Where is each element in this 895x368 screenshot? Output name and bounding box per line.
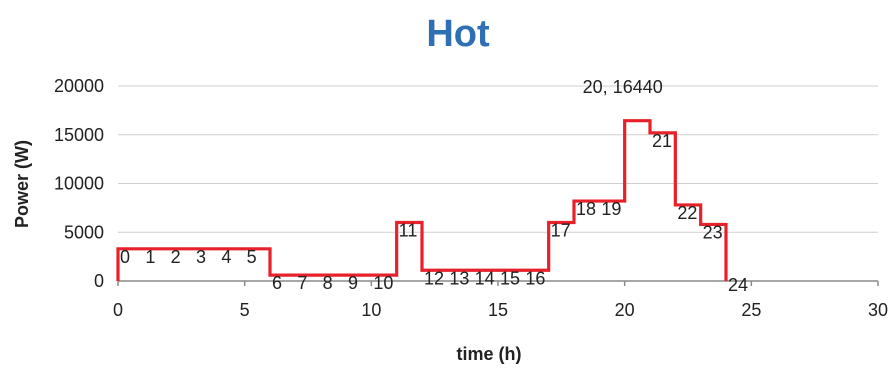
data-label-20: 20, 16440	[583, 77, 663, 97]
x-tick-label: 20	[615, 300, 635, 320]
x-tick-label: 30	[868, 300, 888, 320]
y-tick-label: 0	[94, 271, 104, 291]
data-label-3: 3	[196, 247, 206, 267]
data-label-18: 18	[576, 199, 596, 219]
data-label-14: 14	[475, 268, 495, 288]
data-label-24: 24	[728, 275, 748, 295]
x-tick-label: 0	[113, 300, 123, 320]
data-label-2: 2	[171, 247, 181, 267]
data-label-23: 23	[703, 222, 723, 242]
data-label-19: 19	[601, 199, 621, 219]
grid-layer	[118, 85, 878, 233]
data-label-1: 1	[145, 247, 155, 267]
data-label-17: 17	[551, 221, 571, 241]
x-tick-label: 25	[741, 300, 761, 320]
data-label-15: 15	[500, 268, 520, 288]
x-tick-label: 5	[240, 300, 250, 320]
x-tick-label: 10	[361, 300, 381, 320]
data-label-8: 8	[323, 273, 333, 293]
x-axis-title: time (h)	[457, 344, 522, 364]
series-step-line-0	[116, 119, 728, 281]
y-tick-label: 10000	[54, 174, 104, 194]
data-label-22: 22	[677, 203, 697, 223]
data-label-21: 21	[652, 131, 672, 151]
data-label-12: 12	[424, 268, 444, 288]
data-label-7: 7	[297, 273, 307, 293]
chart-title: Hot	[426, 13, 490, 55]
data-label-11: 11	[399, 221, 418, 241]
data-label-5: 5	[247, 247, 257, 267]
data-label-9: 9	[348, 273, 358, 293]
data-label-13: 13	[449, 268, 469, 288]
data-label-16: 16	[525, 268, 545, 288]
data-label-6: 6	[272, 273, 282, 293]
data-label-4: 4	[221, 247, 231, 267]
y-axis-title: Power (W)	[12, 140, 32, 228]
y-tick-label: 15000	[54, 125, 104, 145]
y-tick-label: 5000	[64, 222, 104, 242]
series-layer	[116, 119, 728, 281]
data-label-10: 10	[373, 273, 393, 293]
x-tick-label: 15	[488, 300, 508, 320]
y-tick-label: 20000	[54, 76, 104, 96]
data-label-0: 0	[120, 247, 130, 267]
